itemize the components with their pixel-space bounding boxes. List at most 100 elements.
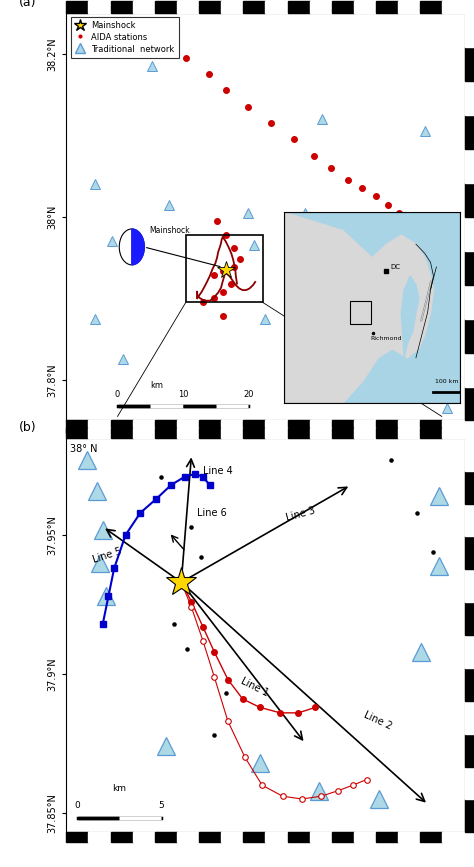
- Text: 38° N: 38° N: [70, 444, 98, 453]
- Bar: [133, 832, 155, 842]
- Bar: [398, 420, 420, 433]
- Wedge shape: [132, 229, 144, 264]
- Bar: [465, 570, 474, 603]
- Bar: [133, 420, 155, 433]
- Bar: [221, 832, 243, 842]
- Bar: [199, 420, 221, 433]
- Bar: [332, 1, 354, 13]
- Bar: [155, 832, 177, 842]
- Bar: [155, 1, 177, 13]
- Text: km: km: [150, 381, 164, 390]
- Text: (b): (b): [18, 420, 36, 434]
- Bar: [265, 428, 288, 438]
- Bar: [110, 428, 133, 438]
- Bar: [465, 251, 474, 284]
- Bar: [465, 217, 474, 251]
- Bar: [177, 832, 199, 842]
- Text: 0: 0: [75, 801, 81, 810]
- Text: 20: 20: [243, 390, 254, 400]
- Bar: [177, 420, 199, 433]
- Bar: [465, 603, 474, 635]
- Text: Line 4: Line 4: [203, 466, 233, 476]
- Bar: [465, 537, 474, 570]
- Bar: [465, 799, 474, 832]
- Bar: [442, 428, 465, 438]
- Circle shape: [119, 229, 144, 264]
- Text: Line 6: Line 6: [197, 507, 227, 518]
- Bar: [354, 1, 376, 13]
- Bar: [465, 471, 474, 504]
- Bar: [465, 183, 474, 217]
- Text: Line 3: Line 3: [285, 505, 316, 523]
- Text: 0: 0: [115, 390, 120, 400]
- Bar: [265, 832, 288, 842]
- Bar: [288, 1, 310, 13]
- Bar: [420, 420, 442, 433]
- Bar: [465, 387, 474, 420]
- Bar: [354, 832, 376, 842]
- Bar: [398, 832, 420, 842]
- Bar: [177, 1, 199, 13]
- Bar: [465, 635, 474, 668]
- Text: km: km: [112, 785, 126, 793]
- Bar: [354, 420, 376, 433]
- Bar: [89, 832, 110, 842]
- Bar: [89, 420, 110, 433]
- Bar: [465, 81, 474, 115]
- Bar: [89, 1, 110, 13]
- Bar: [265, 420, 288, 433]
- Bar: [110, 832, 133, 842]
- Bar: [398, 1, 420, 13]
- Bar: [110, 420, 133, 433]
- Bar: [442, 832, 465, 842]
- Bar: [376, 428, 398, 438]
- Text: Line 2: Line 2: [362, 710, 393, 732]
- Bar: [288, 420, 310, 433]
- Bar: [133, 428, 155, 438]
- Text: DC: DC: [391, 264, 401, 270]
- Bar: [110, 1, 133, 13]
- Bar: [350, 301, 371, 323]
- Bar: [199, 1, 221, 13]
- Text: 100 km: 100 km: [435, 379, 458, 384]
- Bar: [288, 428, 310, 438]
- Bar: [243, 832, 265, 842]
- Polygon shape: [401, 276, 419, 358]
- Bar: [465, 149, 474, 183]
- Bar: [243, 420, 265, 433]
- Bar: [89, 428, 110, 438]
- Bar: [310, 832, 332, 842]
- Bar: [442, 420, 465, 433]
- Bar: [465, 504, 474, 537]
- Bar: [442, 1, 465, 13]
- Bar: [199, 832, 221, 842]
- Bar: [332, 428, 354, 438]
- Bar: [465, 319, 474, 353]
- Bar: [465, 13, 474, 47]
- Text: Mainshock: Mainshock: [149, 225, 190, 235]
- Bar: [66, 1, 89, 13]
- Bar: [133, 1, 155, 13]
- Bar: [465, 115, 474, 149]
- Bar: [177, 428, 199, 438]
- Bar: [265, 1, 288, 13]
- Bar: [465, 668, 474, 701]
- Text: Richmond: Richmond: [370, 336, 402, 341]
- Bar: [186, 235, 263, 303]
- Bar: [66, 428, 89, 438]
- Bar: [155, 428, 177, 438]
- Bar: [465, 353, 474, 387]
- Bar: [243, 1, 265, 13]
- Bar: [465, 701, 474, 733]
- Polygon shape: [284, 212, 433, 403]
- Bar: [354, 428, 376, 438]
- Text: (a): (a): [18, 0, 36, 9]
- Bar: [332, 420, 354, 433]
- Bar: [243, 428, 265, 438]
- Bar: [465, 766, 474, 799]
- Bar: [420, 1, 442, 13]
- Bar: [310, 1, 332, 13]
- Text: 5: 5: [158, 801, 164, 810]
- Bar: [398, 428, 420, 438]
- Bar: [221, 1, 243, 13]
